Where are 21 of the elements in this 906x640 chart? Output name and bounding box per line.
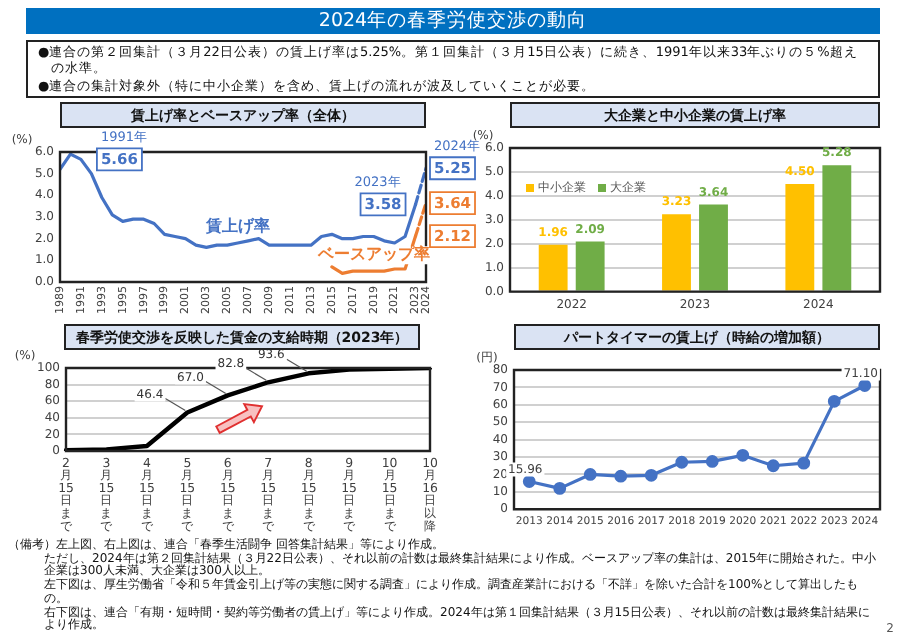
bar (575, 241, 605, 291)
series-label: ベースアップ率 (315, 243, 430, 264)
point (858, 379, 872, 392)
bar (538, 244, 568, 291)
point (797, 456, 811, 470)
text: 2024年の春季労使交渉の動向 (26, 8, 880, 34)
series-label: 賃上げ率 (203, 215, 270, 236)
point (827, 394, 841, 408)
point (675, 455, 689, 469)
point (522, 475, 536, 488)
point (583, 468, 597, 481)
point (644, 468, 658, 482)
point (736, 448, 750, 462)
bar (662, 214, 691, 291)
bar (699, 204, 728, 291)
point (614, 469, 628, 483)
point (766, 459, 780, 473)
bar (785, 183, 815, 291)
point (553, 481, 567, 495)
point (705, 455, 719, 468)
bar (822, 165, 852, 291)
